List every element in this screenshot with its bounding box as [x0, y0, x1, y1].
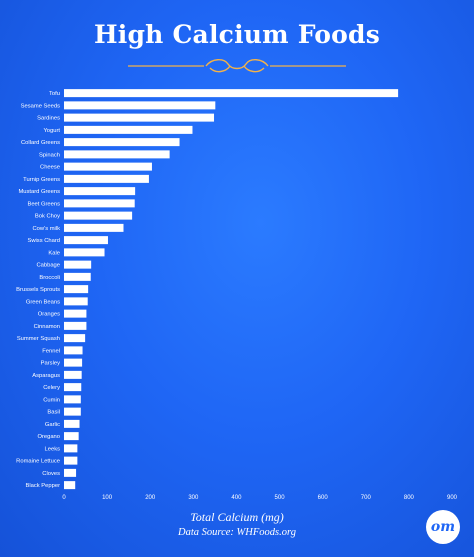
category-label: Bok Choy [35, 214, 60, 220]
bar [64, 383, 82, 392]
category-label: Beet Greens [27, 201, 60, 207]
bar [64, 150, 170, 159]
x-axis-label: Total Calcium (mg) [190, 510, 284, 524]
bar [64, 456, 78, 465]
bar [64, 407, 81, 416]
category-label: Cheese [40, 165, 60, 171]
category-label: Asparagus [32, 373, 60, 379]
category-label: Sesame Seeds [21, 103, 60, 109]
bar [64, 89, 399, 98]
bar [64, 260, 92, 269]
category-label: Garlic [45, 422, 60, 428]
category-label: Brussels Sprouts [16, 287, 60, 293]
x-tick-label: 500 [275, 495, 286, 501]
bar-chart: Tofu Sesame Seeds Sardines Yogurt Collard Gr… [0, 0, 474, 510]
category-label: Tofu [49, 91, 60, 97]
bar [64, 297, 88, 306]
bar [64, 125, 193, 134]
bar [64, 395, 81, 404]
bar [64, 468, 77, 477]
category-label: Mustard Greens [18, 189, 60, 195]
bar [64, 162, 152, 171]
category-label: Swiss Chard [27, 238, 60, 244]
bar [64, 346, 83, 355]
bar [64, 432, 79, 441]
bar [64, 419, 80, 428]
x-tick-label: 700 [361, 495, 372, 501]
bar [64, 138, 180, 147]
bar [64, 358, 83, 367]
category-label: Oregano [37, 434, 60, 440]
x-tick-label: 100 [102, 495, 113, 501]
category-label: Parsley [41, 361, 60, 367]
category-label: Celery [43, 385, 60, 391]
category-label: Cow's milk [32, 226, 60, 232]
bar [64, 309, 87, 318]
x-tick-label: 800 [404, 495, 415, 501]
category-label: Cloves [42, 471, 60, 477]
category-label: Broccoli [39, 275, 60, 281]
category-label: Fennel [42, 348, 60, 354]
bar [64, 174, 149, 183]
bar [64, 321, 87, 330]
category-label: Leeks [45, 446, 61, 452]
category-label: Collard Greens [21, 140, 60, 146]
bar [64, 211, 133, 220]
bar [64, 101, 216, 110]
category-label: Sardines [37, 116, 60, 122]
title-ornament [128, 59, 346, 73]
category-label: Oranges [38, 312, 60, 318]
category-label: Cinnamon [34, 324, 60, 330]
x-tick-label: 300 [188, 495, 199, 501]
bar [64, 370, 82, 379]
bar [64, 334, 86, 343]
x-tick-label: 400 [231, 495, 242, 501]
bar [64, 223, 124, 232]
page-title: High Calcium Foods [93, 20, 380, 49]
x-tick-label: 600 [318, 495, 329, 501]
category-label: Romaine Lettuce [16, 459, 60, 465]
bar [64, 187, 136, 196]
category-label: Turnip Greens [23, 177, 60, 183]
bar [64, 481, 76, 490]
category-label: Yogurt [43, 128, 60, 134]
category-label: Cabbage [36, 263, 60, 269]
brand-logo: om [426, 510, 460, 544]
bar [64, 444, 78, 453]
bar [64, 285, 89, 294]
category-label: Black Pepper [26, 483, 61, 489]
bar [64, 199, 135, 208]
category-label: Spinach [39, 152, 60, 158]
bar [64, 272, 91, 281]
bar [64, 248, 105, 257]
bar [64, 113, 215, 122]
category-label: Summer Squash [17, 336, 60, 342]
data-source: Data Source: WHFoods.org [178, 527, 296, 538]
x-tick-label: 900 [447, 495, 458, 501]
x-tick-label: 0 [62, 495, 66, 501]
ornament-flourish [205, 59, 269, 73]
category-label: Kale [48, 250, 60, 256]
category-label: Cumin [43, 397, 60, 403]
category-label: Green Beans [26, 299, 60, 305]
category-label: Basil [47, 410, 60, 416]
bar [64, 236, 108, 245]
x-tick-label: 200 [145, 495, 156, 501]
